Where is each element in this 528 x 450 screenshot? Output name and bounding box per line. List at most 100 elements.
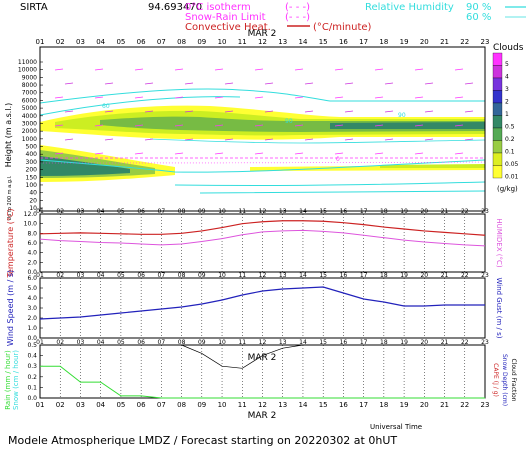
panel-y-tick-label: 4.0 xyxy=(27,250,37,257)
panel-y-tick-label: 0.3 xyxy=(27,363,37,370)
panel-y-tick-label: 2.0 xyxy=(27,315,37,322)
hour-tick-label-bottom: 13 xyxy=(278,401,287,409)
wind-barb xyxy=(174,152,184,155)
wind-barb xyxy=(214,152,224,155)
hour-tick-label-precip: 18 xyxy=(380,339,388,346)
hour-tick-label-temperature: 07 xyxy=(158,208,166,215)
hour-tick-label-temperature: 10 xyxy=(218,208,226,215)
hour-tick-label-precip: 11 xyxy=(238,339,246,346)
cloud-y-tick-label: 200 xyxy=(26,167,38,174)
panel-y-tick-label: 0.4 xyxy=(27,353,37,360)
wind-barb xyxy=(294,152,304,155)
wind-barb xyxy=(134,68,144,71)
hour-tick-label-temperature: 01 xyxy=(36,208,44,215)
temperature-grid xyxy=(39,214,486,272)
wind-barb xyxy=(454,124,464,127)
humidex-series xyxy=(39,229,486,247)
hour-tick-label-wind: 14 xyxy=(299,272,307,279)
hour-tick-label-temperature: 22 xyxy=(461,208,469,215)
hour-tick-label-top: 03 xyxy=(76,38,85,46)
hour-tick-label-temperature: 17 xyxy=(360,208,368,215)
cloud-legend-title: Clouds xyxy=(493,43,524,53)
precip-y-axis: 0.0 0.1 0.2 0.3 0.4 0.5 xyxy=(27,342,43,402)
panel-y-tick-label: 0.0 xyxy=(27,269,37,276)
panel-y-tick-label: 0.0 xyxy=(27,335,37,342)
hour-tick-label-top: 17 xyxy=(359,38,368,46)
wind-barbs xyxy=(54,68,474,155)
panel-y-tick-label: 0.1 xyxy=(27,384,37,391)
panel-y-tick-label: 8.0 xyxy=(27,230,37,237)
station-name: SIRTA xyxy=(20,2,48,13)
rh-label-90-b: 90 xyxy=(398,112,406,119)
wind-barb xyxy=(294,124,304,127)
cloud-y-tick-label: 150 xyxy=(26,174,38,181)
hour-tick-label-wind: 07 xyxy=(158,272,166,279)
cloud-field-low-lime xyxy=(380,164,485,168)
cloud-y-tick-label: 5000 xyxy=(22,105,37,112)
wind-barb xyxy=(304,82,314,85)
wind-barb xyxy=(304,138,314,141)
hour-tick-label-bottom: 09 xyxy=(197,401,206,409)
wind-ylabel: Wind Speed (m / s) xyxy=(6,270,15,346)
wind-barb xyxy=(254,124,264,127)
hour-tick-label-precip: 17 xyxy=(360,339,368,346)
cloud-y-tick-label: 40 xyxy=(29,190,37,197)
wind-barb xyxy=(454,152,464,155)
hour-tick-label-temperature: 13 xyxy=(279,208,287,215)
wind-barb xyxy=(334,68,344,71)
wind-barb xyxy=(174,68,184,71)
wind-barb xyxy=(464,110,474,113)
hour-tick-label-precip: 03 xyxy=(77,339,85,346)
cloud-scale-tick-label: 3 xyxy=(505,86,509,93)
wind-barb xyxy=(424,110,434,113)
wind-barb xyxy=(254,96,264,99)
wind-barb xyxy=(254,152,264,155)
cloud-scale-tick-label: 0.05 xyxy=(505,161,519,168)
wind-barb xyxy=(464,138,474,141)
cloud-ylabel2: Up to 200 m a.g.l. xyxy=(7,175,13,220)
hour-tick-label-bottom: 15 xyxy=(319,401,328,409)
wind-barb xyxy=(184,110,194,113)
legend-convective: Convective Heat. xyxy=(185,22,271,33)
panel-y-tick-label: 6.0 xyxy=(27,240,37,247)
rh-label-90-a: 90 xyxy=(285,118,293,125)
legend-rh: Relative Humidity xyxy=(365,2,454,13)
cloud-panel: 60 90 90 0 11000100009000800070006000500… xyxy=(4,29,489,225)
wind-barb xyxy=(264,110,274,113)
panel-y-tick-label: 4.0 xyxy=(27,295,37,302)
hour-tick-label-temperature: 06 xyxy=(137,208,145,215)
hour-tick-label-bottom: 11 xyxy=(238,401,247,409)
hour-tick-label-precip: 23 xyxy=(481,339,489,346)
wind-panel: 0.0 1.0 2.0 3.0 4.0 5.0 6.0 Wind Speed (m / s)… xyxy=(6,270,503,346)
hour-tick-label-wind: 02 xyxy=(56,272,64,279)
wind-barb xyxy=(144,110,154,113)
humidex-ylabel: HUMIDEX (°C) xyxy=(495,218,503,267)
wind-barb xyxy=(94,68,104,71)
cloud-y-tick-label: 10 xyxy=(29,205,37,212)
wind-barb xyxy=(384,110,394,113)
precip-frame xyxy=(39,344,486,399)
wind-barb xyxy=(334,152,344,155)
hour-tick-label-wind: 09 xyxy=(198,272,206,279)
cloud-scale-tick-label: 0.01 xyxy=(505,174,519,181)
cloud-scale-swatch xyxy=(492,65,503,79)
cloud-scale-swatch xyxy=(492,127,503,141)
cloud-field-lower-dark xyxy=(40,156,130,176)
hour-tick-label-top: 05 xyxy=(116,38,125,46)
temperature-series xyxy=(39,220,486,236)
cloud-panel-frame xyxy=(39,46,486,212)
wind-barb xyxy=(294,96,304,99)
cloud-y-tick-label: 20 xyxy=(29,197,37,204)
legend-snow-rain-symbol: (- - -) xyxy=(285,12,310,23)
hour-tick-label-bottom: 01 xyxy=(36,401,45,409)
hour-tick-label-bottom: 17 xyxy=(359,401,368,409)
hour-tick-label-precip: 15 xyxy=(319,339,327,346)
hour-tick-label-temperature: 15 xyxy=(319,208,327,215)
wind-barb xyxy=(224,110,234,113)
cloud-scale-tick-label: 1 xyxy=(505,111,509,118)
cloud-y-tick-label: 1000 xyxy=(22,136,37,143)
panel-y-tick-label: 2.0 xyxy=(27,259,37,266)
panel-y-tick-label: 10.0 xyxy=(24,221,38,228)
hour-tick-label-temperature: 03 xyxy=(77,208,85,215)
panel-y-tick-label: 0.5 xyxy=(27,342,37,349)
